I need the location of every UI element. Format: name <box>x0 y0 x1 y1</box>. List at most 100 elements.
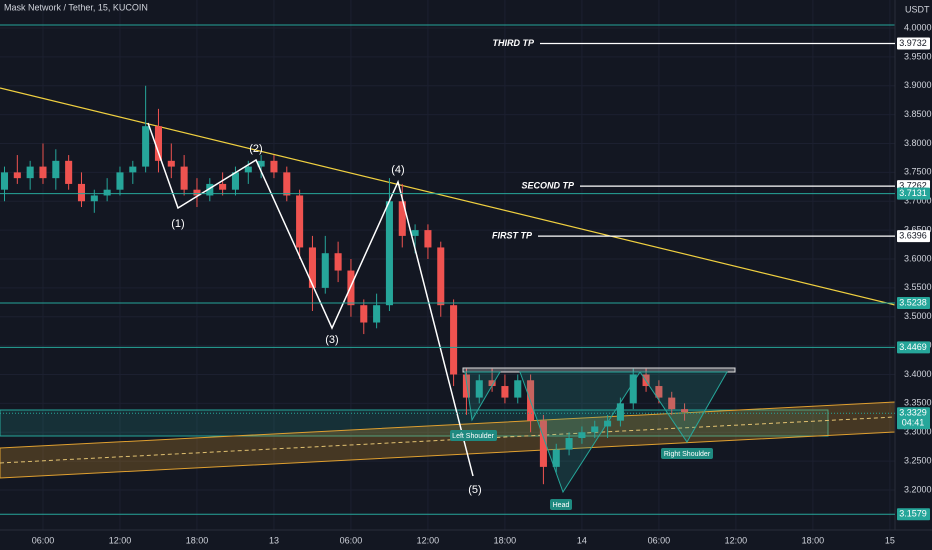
candle-body <box>552 449 560 467</box>
pattern-label: Head <box>553 502 570 509</box>
price-badge-label: 3.4469 <box>899 342 927 352</box>
x-tick-label: 18:00 <box>186 535 209 545</box>
candle-body <box>129 166 137 173</box>
x-tick-label: 15 <box>885 535 895 545</box>
price-badge-label: 3.5238 <box>899 297 927 307</box>
y-tick-label: 3.3000 <box>904 427 932 437</box>
candle-body <box>231 172 239 190</box>
candle-body <box>0 172 9 190</box>
y-tick-label: 3.7000 <box>904 196 932 206</box>
wave-label: (3) <box>325 334 338 346</box>
head-shape <box>519 371 641 494</box>
candle-body <box>90 195 98 202</box>
price-badge-label: 3.1579 <box>899 509 927 519</box>
x-tick-label: 12:00 <box>725 535 748 545</box>
candle-body <box>142 126 150 167</box>
candle-body <box>450 305 458 375</box>
y-tick-label: 3.2000 <box>904 484 932 494</box>
pattern-label: Left Shoulder <box>452 433 494 440</box>
channel-mid <box>0 416 896 464</box>
candle-body <box>52 160 60 179</box>
x-tick-label: 18:00 <box>802 535 825 545</box>
price-badge-label: 3.9732 <box>899 38 927 48</box>
price-badge <box>897 230 930 243</box>
y-tick-label: 3.4000 <box>904 369 932 379</box>
candle-body <box>283 172 291 196</box>
candle-body <box>39 166 47 179</box>
price-badge <box>897 508 930 521</box>
candle-body <box>77 183 86 202</box>
candle-body <box>462 374 470 398</box>
y-tick-label: 3.2500 <box>904 455 932 465</box>
candle-body <box>591 426 599 433</box>
y-tick-label: 3.3500 <box>904 398 932 408</box>
candle-body <box>270 160 278 173</box>
y-tick-label: 3.5500 <box>904 282 932 292</box>
tp-label: SECOND TP <box>521 180 575 190</box>
countdown-label: 04:41 <box>902 418 925 428</box>
price-badge-label: 3.7262 <box>899 180 927 190</box>
neckline <box>462 367 736 373</box>
wave-label: (4) <box>391 164 404 176</box>
candle-body <box>385 201 393 306</box>
x-tick-label: 06:00 <box>340 535 363 545</box>
y-tick-label: 3.7500 <box>904 167 932 177</box>
price-badge <box>897 37 930 50</box>
current-price-label: 3.3329 <box>899 408 927 418</box>
candle-body <box>475 380 483 398</box>
candle-body <box>13 172 21 179</box>
candle-body <box>539 420 547 467</box>
y-tick-label: 4.0000 <box>904 22 932 32</box>
candle-body <box>65 160 73 184</box>
y-tick-label: 3.9000 <box>904 80 932 90</box>
currency-label: USDT <box>905 4 930 14</box>
candle-body <box>206 183 214 196</box>
candle-body <box>296 195 304 248</box>
pattern-badge <box>450 430 497 441</box>
wave-label: (1) <box>171 218 184 230</box>
candle-body <box>26 166 34 179</box>
candle-body <box>411 230 419 236</box>
candle-body <box>257 160 265 167</box>
candle-body <box>578 432 586 439</box>
candle-body <box>616 403 624 421</box>
candle-body <box>103 189 111 196</box>
y-tick-label: 3.6000 <box>904 253 932 263</box>
tp-label: FIRST TP <box>492 231 533 241</box>
price-badge <box>897 341 930 354</box>
y-tick-label: 3.6500 <box>904 224 932 234</box>
candle-body <box>488 380 496 387</box>
wave-label: (2) <box>249 143 262 155</box>
candle-body <box>655 386 663 398</box>
pattern-badge <box>550 499 572 510</box>
price-badge <box>897 407 930 430</box>
x-tick-label: 06:00 <box>648 535 671 545</box>
candle-body <box>116 172 124 190</box>
candle-body <box>167 160 175 167</box>
x-tick-label: 06:00 <box>32 535 55 545</box>
candle-body <box>193 189 201 196</box>
price-badge <box>897 187 930 200</box>
wave-label: (5) <box>468 484 481 496</box>
candle-body <box>604 420 612 427</box>
price-badge-label: 3.7131 <box>899 188 927 198</box>
x-tick-label: 18:00 <box>494 535 517 545</box>
y-tick-label: 3.5000 <box>904 311 932 321</box>
candle-body <box>514 380 522 398</box>
price-badge <box>897 296 930 309</box>
y-tick-label: 3.9500 <box>904 51 932 61</box>
right-shoulder-shape <box>639 371 728 443</box>
candle-body <box>424 230 432 248</box>
chart-title: Mask Network / Tether, 15, KUCOIN <box>4 2 148 12</box>
candle-body <box>308 247 316 288</box>
x-tick-label: 12:00 <box>109 535 132 545</box>
x-tick-label: 12:00 <box>417 535 440 545</box>
candle-body <box>154 126 162 161</box>
candle-body <box>334 253 342 271</box>
x-tick-label: 13 <box>269 535 279 545</box>
candle-body <box>373 305 381 323</box>
pattern-label: Right Shoulder <box>664 451 711 458</box>
candle-body <box>629 374 637 404</box>
